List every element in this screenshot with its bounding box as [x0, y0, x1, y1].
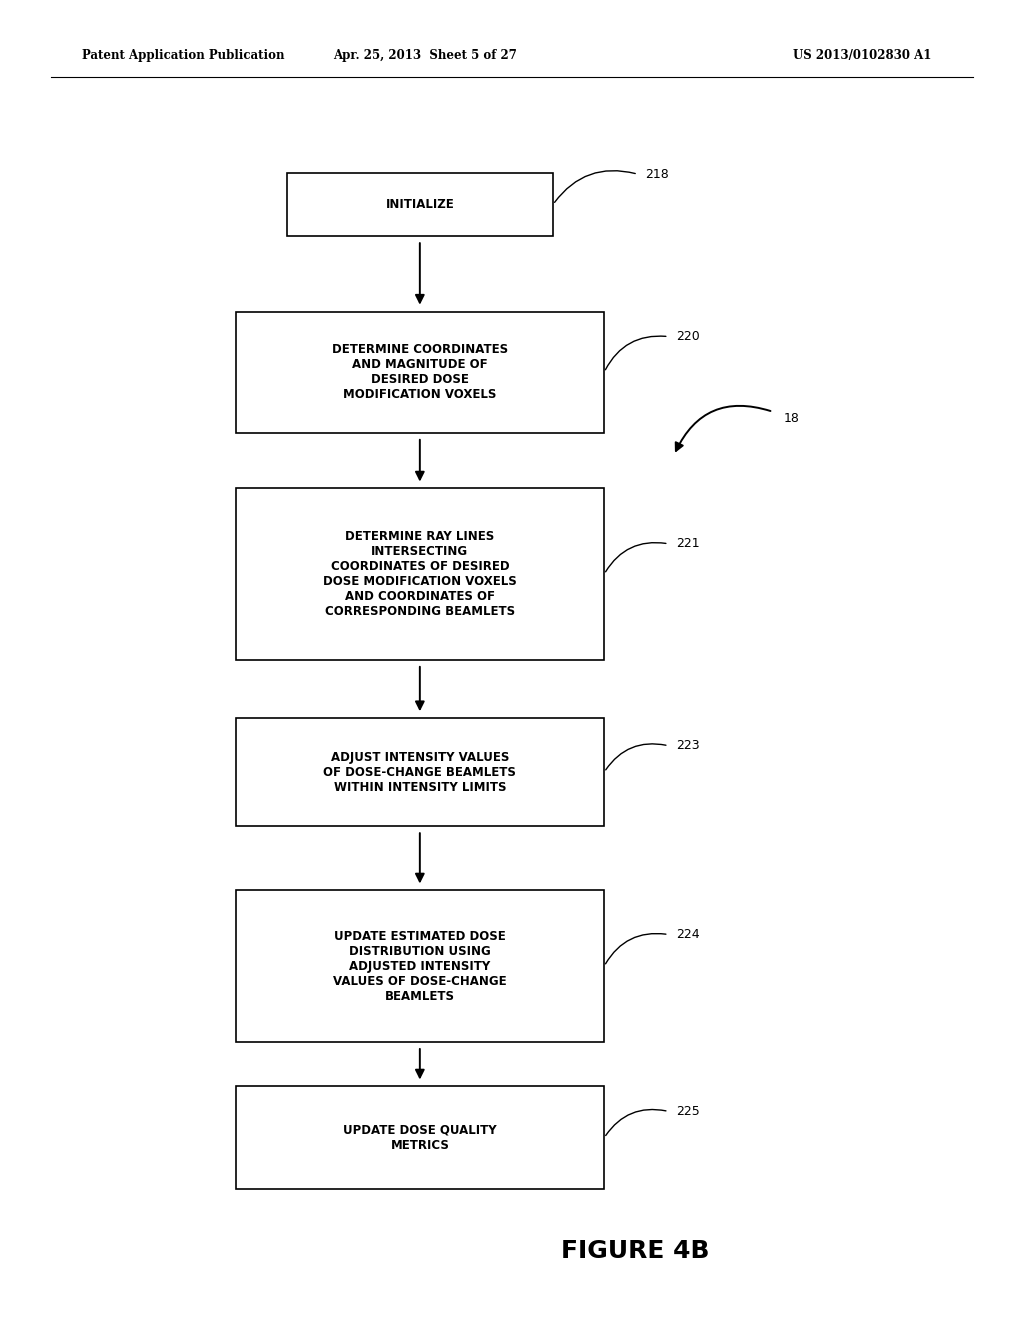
Text: 18: 18: [783, 412, 800, 425]
FancyBboxPatch shape: [236, 890, 604, 1043]
Text: US 2013/0102830 A1: US 2013/0102830 A1: [794, 49, 932, 62]
Text: 223: 223: [676, 739, 699, 752]
Text: UPDATE DOSE QUALITY
METRICS: UPDATE DOSE QUALITY METRICS: [343, 1123, 497, 1152]
Text: FIGURE 4B: FIGURE 4B: [560, 1239, 710, 1263]
FancyBboxPatch shape: [236, 488, 604, 660]
Text: UPDATE ESTIMATED DOSE
DISTRIBUTION USING
ADJUSTED INTENSITY
VALUES OF DOSE-CHANG: UPDATE ESTIMATED DOSE DISTRIBUTION USING…: [333, 929, 507, 1003]
FancyBboxPatch shape: [236, 1086, 604, 1189]
Text: 221: 221: [676, 537, 699, 550]
Text: ADJUST INTENSITY VALUES
OF DOSE-CHANGE BEAMLETS
WITHIN INTENSITY LIMITS: ADJUST INTENSITY VALUES OF DOSE-CHANGE B…: [324, 751, 516, 793]
Text: 225: 225: [676, 1105, 699, 1118]
Text: 224: 224: [676, 928, 699, 941]
Text: DETERMINE COORDINATES
AND MAGNITUDE OF
DESIRED DOSE
MODIFICATION VOXELS: DETERMINE COORDINATES AND MAGNITUDE OF D…: [332, 343, 508, 401]
Text: 218: 218: [645, 168, 669, 181]
Text: Patent Application Publication: Patent Application Publication: [82, 49, 285, 62]
FancyBboxPatch shape: [287, 173, 553, 236]
Text: 220: 220: [676, 330, 699, 343]
Text: Apr. 25, 2013  Sheet 5 of 27: Apr. 25, 2013 Sheet 5 of 27: [333, 49, 517, 62]
Text: DETERMINE RAY LINES
INTERSECTING
COORDINATES OF DESIRED
DOSE MODIFICATION VOXELS: DETERMINE RAY LINES INTERSECTING COORDIN…: [323, 531, 517, 618]
FancyBboxPatch shape: [236, 718, 604, 826]
FancyBboxPatch shape: [236, 312, 604, 433]
Text: INITIALIZE: INITIALIZE: [385, 198, 455, 211]
